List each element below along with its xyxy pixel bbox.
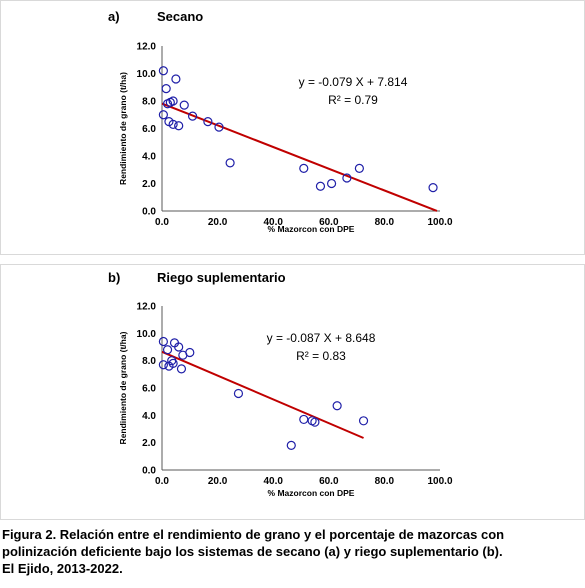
- data-point: [203, 117, 213, 127]
- y-tick-label: 2.0: [142, 179, 156, 190]
- data-point: [310, 417, 320, 427]
- y-tick-label: 8.0: [142, 356, 156, 367]
- data-point: [428, 183, 438, 193]
- data-point: [158, 336, 168, 347]
- data-point: [176, 364, 187, 374]
- data-point: [162, 345, 173, 355]
- data-point: [299, 414, 309, 425]
- data-point: [299, 163, 309, 173]
- trend-line: [161, 102, 438, 212]
- data-point: [233, 388, 244, 399]
- y-tick-label: 0.0: [142, 207, 156, 218]
- trend-line: [161, 350, 364, 439]
- y-axis-title: Rendimiento de grano (t/ha): [118, 331, 128, 444]
- chart-title: Secano: [157, 9, 203, 24]
- x-axis-title: % Mazorcon con DPE: [268, 488, 355, 498]
- data-point: [168, 96, 178, 106]
- caption-line-2: polinización deficiente bajo los sistema…: [2, 544, 503, 559]
- r-squared-label: R² = 0.83: [296, 349, 346, 363]
- data-point: [358, 416, 369, 426]
- x-tick-label: 60.0: [319, 476, 339, 487]
- data-point: [315, 181, 326, 191]
- x-tick-label: 80.0: [375, 217, 395, 228]
- data-point: [354, 163, 364, 173]
- data-point: [174, 121, 184, 131]
- x-tick-label: 100.0: [427, 476, 452, 487]
- x-tick-label: 40.0: [263, 476, 283, 487]
- x-tick-label: 40.0: [263, 217, 283, 228]
- data-point: [326, 178, 337, 189]
- y-tick-label: 12.0: [137, 302, 157, 313]
- data-point: [286, 440, 296, 450]
- scatter-chart-riego: b) Riego suplementario 0.0 2.0 4.0 6.0 8.0 10.0…: [108, 270, 453, 498]
- regression-equation: y = -0.079 X + 7.814: [299, 75, 408, 89]
- y-tick-label: 12.0: [137, 42, 157, 53]
- figure-caption: Figura 2. Relación entre el rendimiento …: [2, 526, 585, 577]
- regression-equation: y = -0.087 X + 8.648: [267, 331, 376, 345]
- data-point: [158, 66, 168, 76]
- x-tick-label: 60.0: [319, 217, 339, 228]
- data-point: [332, 401, 342, 411]
- y-tick-label: 2.0: [142, 438, 156, 449]
- r-squared-label: R² = 0.79: [328, 93, 378, 107]
- y-tick-label: 6.0: [142, 124, 156, 135]
- x-tick-label: 20.0: [208, 476, 228, 487]
- y-tick-label: 4.0: [142, 411, 156, 422]
- caption-line-1: Figura 2. Relación entre el rendimiento …: [2, 527, 505, 542]
- y-tick-label: 8.0: [142, 97, 156, 108]
- chart-title: Riego suplementario: [157, 270, 286, 285]
- data-point: [158, 110, 168, 120]
- data-point: [158, 360, 168, 370]
- x-tick-label: 20.0: [208, 217, 228, 228]
- scatter-chart-secano: a) Secano 0.0 2.0 4.0 6.0 8.0 10.0 12.0 0.0 20.0 40…: [108, 9, 453, 234]
- data-point: [161, 84, 171, 94]
- x-axis-title: % Mazorcon con DPE: [268, 224, 355, 234]
- y-tick-label: 6.0: [142, 384, 156, 395]
- x-tick-label: 100.0: [427, 217, 452, 228]
- data-point: [225, 158, 235, 168]
- data-point: [168, 358, 178, 369]
- y-tick-label: 10.0: [137, 329, 157, 340]
- x-tick-label: 80.0: [375, 476, 395, 487]
- data-point: [179, 100, 189, 110]
- x-tick-label: 0.0: [155, 217, 169, 228]
- panel-label: b): [108, 270, 120, 285]
- chart-panel-secano: a) Secano 0.0 2.0 4.0 6.0 8.0 10.0 12.0 0.0 20.0 40…: [0, 0, 585, 255]
- data-point: [174, 342, 184, 352]
- x-tick-label: 0.0: [155, 476, 169, 487]
- data-point: [178, 350, 188, 360]
- caption-line-3: El Ejido, 2013-2022.: [2, 561, 123, 576]
- data-point: [171, 74, 181, 84]
- panel-label: a): [108, 9, 120, 24]
- y-tick-label: 4.0: [142, 152, 156, 163]
- chart-panel-riego: b) Riego suplementario 0.0 2.0 4.0 6.0 8.0 10.0…: [0, 264, 585, 520]
- data-point: [342, 173, 352, 183]
- y-tick-label: 10.0: [137, 69, 157, 80]
- y-axis-title: Rendimiento de grano (t/ha): [118, 72, 128, 185]
- data-point: [187, 111, 198, 121]
- data-point: [214, 122, 224, 132]
- y-tick-label: 0.0: [142, 466, 156, 477]
- data-point: [168, 119, 178, 129]
